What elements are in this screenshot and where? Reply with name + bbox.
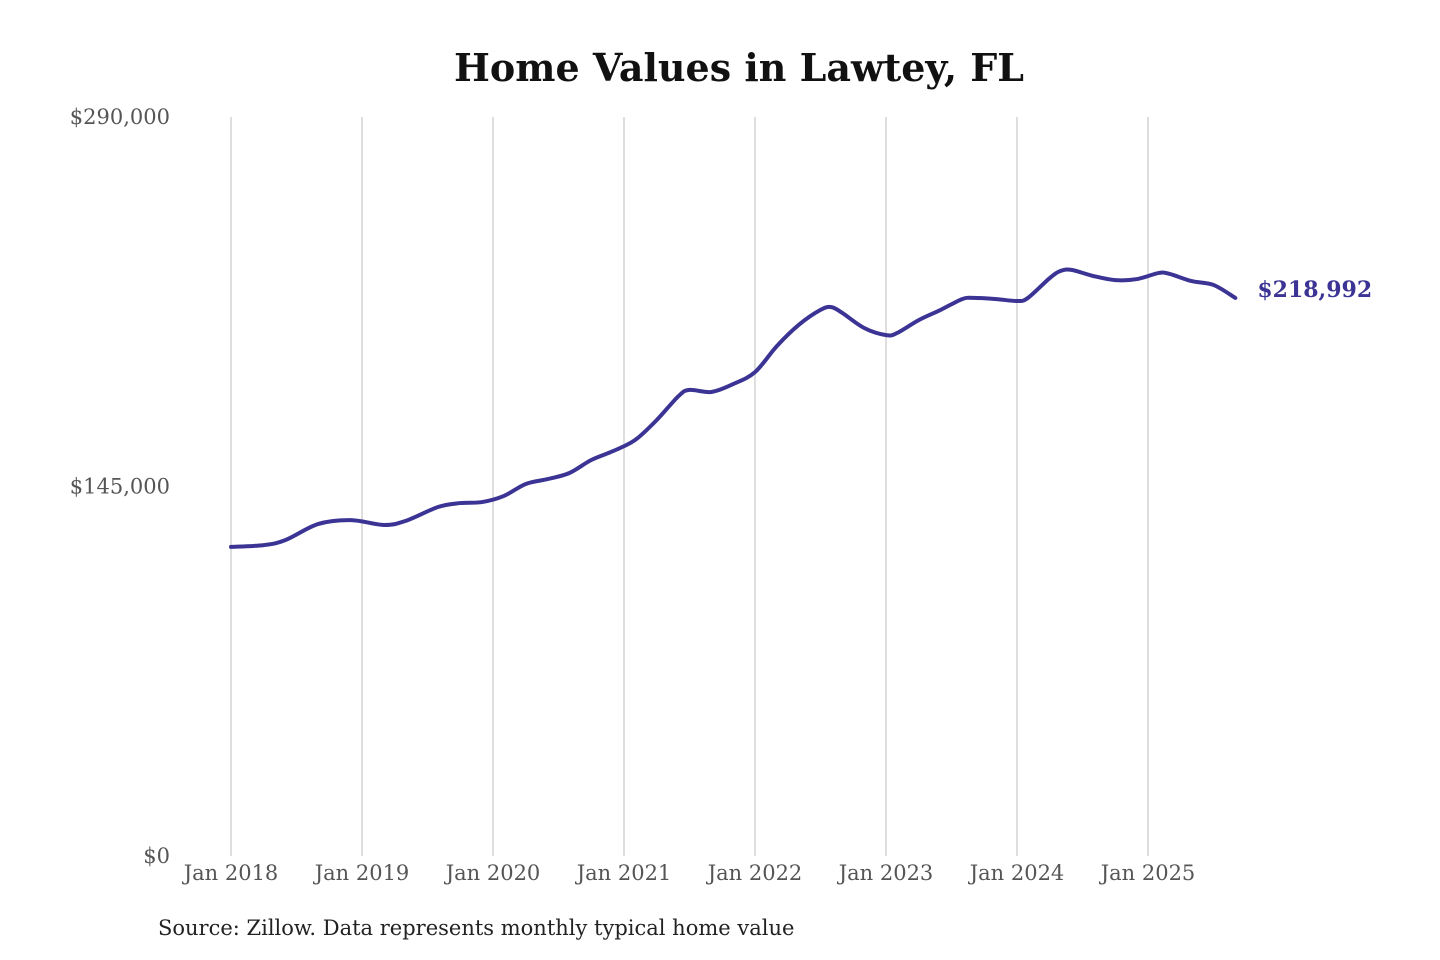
x-tick-label: Jan 2023	[837, 861, 934, 885]
y-tick-label: $0	[143, 844, 170, 868]
series-line	[229, 267, 1238, 549]
x-tick-label: Jan 2025	[1099, 861, 1196, 885]
end-value-label: $218,992	[1257, 277, 1372, 303]
x-tick-label: Jan 2021	[575, 861, 672, 885]
source-note: Source: Zillow. Data represents monthly …	[158, 916, 795, 940]
y-tick-label: $290,000	[70, 105, 170, 129]
x-tick-label: Jan 2018	[182, 861, 279, 885]
x-tick-label: Jan 2020	[444, 861, 541, 885]
y-tick-label: $145,000	[70, 475, 170, 499]
x-tick-label: Jan 2022	[706, 861, 803, 885]
x-tick-label: Jan 2019	[313, 861, 410, 885]
x-tick-label: Jan 2024	[968, 861, 1065, 885]
chart-title: Home Values in Lawtey, FL	[454, 45, 1024, 90]
